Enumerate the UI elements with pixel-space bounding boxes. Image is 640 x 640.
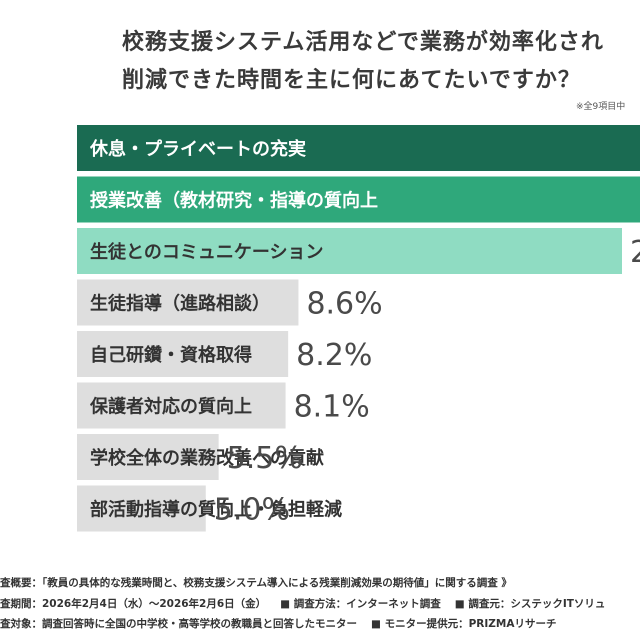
items-note: ※全9項目中 [576, 102, 626, 112]
bar-2 [77, 176, 640, 223]
category-label-7: 学校全体の業務改善への貢献 [90, 447, 324, 469]
value-label-5: 8.2% [296, 338, 372, 373]
chart-title-line2: 削減できた時間を主に何にあてたいですか？ [122, 68, 581, 93]
bar-7 [77, 434, 219, 480]
bar-8 [77, 485, 206, 532]
survey-period-row: 査期間：2026年2月4日（水）〜2026年2月6日（金） ■ 調査方法：インター… [0, 596, 640, 611]
category-label-1: 休息・プライベートの充実 [89, 138, 306, 160]
value-label-6: 8.1% [294, 390, 370, 425]
survey-target-row: 査対象：調査回答時に全国の中学校・高等学校の教職員と回答したモニター ■ モニター… [0, 616, 640, 631]
bar-6 [77, 382, 286, 429]
value-label-7: 5.5% [227, 441, 303, 476]
survey-method: ■ 調査方法：インターネット調査 [280, 598, 441, 610]
bar-4 [77, 279, 299, 326]
survey-source: ■ 調査元：システックITソリュ [454, 598, 606, 610]
category-label-6: 保護者対応の質向上 [89, 396, 252, 418]
value-label-3: 2 [630, 235, 640, 270]
bar-3 [77, 228, 622, 274]
value-label-8: 5.0% [214, 493, 290, 528]
value-label-4: 8.6% [306, 287, 382, 322]
survey-target: 査対象：調査回答時に全国の中学校・高等学校の教職員と回答したモニター [0, 618, 357, 630]
category-label-5: 自己研鑽・資格取得 [90, 344, 252, 366]
chart-title-line1: 校務支援システム活用などで業務が効率化され [122, 30, 604, 55]
category-label-8: 部活動指導の質向上・負担軽減 [90, 499, 342, 521]
monitor-provider: ■ モニター提供元：PRIZMAリサーチ [371, 618, 557, 630]
bar-5 [77, 331, 289, 377]
survey-period: 査期間：2026年2月4日（水）〜2026年2月6日（金） [0, 598, 267, 610]
survey-overview: 査概要：「教員の具体的な残業時間と、校務支援システム導入による残業削減効果の期待… [0, 577, 512, 589]
category-label-4: 生徒指導（進路相談） [90, 293, 270, 315]
category-label-2: 授業改善（教材研究・指導の質向上 [90, 190, 378, 212]
category-label-3: 生徒とのコミュニケーション [90, 241, 323, 263]
bar-1 [77, 125, 640, 171]
